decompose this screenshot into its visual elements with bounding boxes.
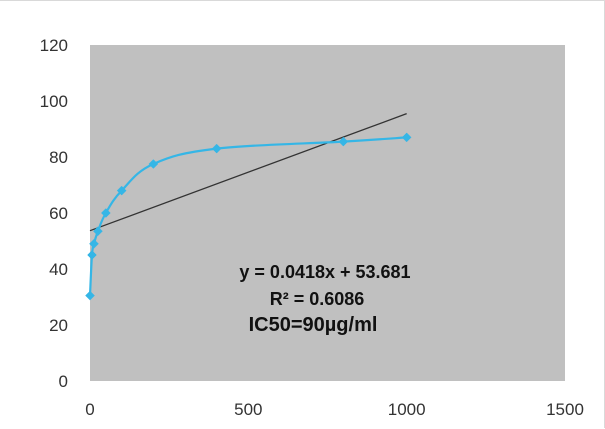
x-tick-label: 0 bbox=[85, 400, 94, 419]
r-squared-label: R² = 0.6086 bbox=[270, 289, 365, 309]
ic50-label: IC50=90µg/ml bbox=[249, 314, 378, 336]
data-point-marker bbox=[93, 226, 103, 237]
plot-area bbox=[90, 45, 565, 381]
trendline-group bbox=[89, 113, 407, 232]
x-tick-label: 1500 bbox=[546, 400, 584, 419]
x-tick-label: 1000 bbox=[388, 400, 426, 419]
y-axis-ticks: 0 20 40 60 80 100 120 bbox=[40, 36, 68, 391]
linear-trendline bbox=[89, 113, 407, 232]
y-tick-label: 80 bbox=[49, 148, 68, 167]
data-point-marker bbox=[338, 136, 349, 147]
data-point-marker bbox=[100, 208, 111, 218]
data-point-marker bbox=[401, 132, 412, 143]
x-axis-ticks: 0 500 1000 1500 bbox=[85, 400, 584, 419]
y-tick-label: 0 bbox=[59, 372, 68, 391]
y-tick-label: 60 bbox=[49, 204, 68, 223]
x-tick-label: 500 bbox=[234, 400, 262, 419]
y-tick-label: 40 bbox=[49, 260, 68, 279]
data-point-marker bbox=[87, 250, 97, 260]
data-point-marker bbox=[211, 143, 222, 154]
trend-equation-label: y = 0.0418x + 53.681 bbox=[239, 262, 410, 282]
data-point-marker bbox=[89, 238, 99, 249]
data-point-marker bbox=[116, 185, 127, 196]
data-point-marker bbox=[148, 159, 159, 169]
y-tick-label: 100 bbox=[40, 92, 68, 111]
y-tick-label: 120 bbox=[40, 36, 68, 55]
data-point-marker bbox=[85, 290, 95, 301]
y-tick-label: 20 bbox=[49, 316, 68, 335]
series-group bbox=[85, 132, 412, 301]
